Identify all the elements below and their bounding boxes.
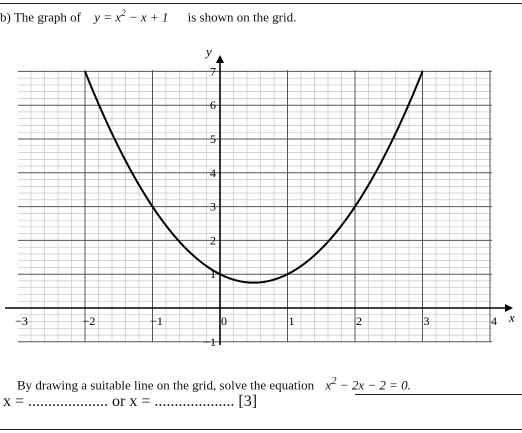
- axes: [5, 55, 513, 345]
- parabola-curve: [84, 71, 424, 284]
- top-rule: [0, 3, 522, 4]
- equation-y-part: y = x: [94, 9, 122, 25]
- y-tick-label: 4: [210, 166, 216, 180]
- instruction-equation-lhs: x: [325, 377, 332, 393]
- answer-line: x = .................... or x = ........…: [3, 393, 258, 410]
- instruction-equation-rest: − 2x − 2 = 0.: [336, 377, 411, 393]
- y-tick-label: 7: [210, 64, 216, 78]
- instruction-sentence: By drawing a suitable line on the grid, …: [17, 377, 315, 393]
- equation-rest-part: − x + 1: [125, 9, 169, 25]
- question-prefix: b): [0, 9, 11, 25]
- equation-exponent: 2: [121, 8, 126, 18]
- question-equation: y = x2 − x + 1: [94, 8, 168, 25]
- y-tick-label: 3: [210, 200, 216, 214]
- x-tick-label: 3: [424, 314, 430, 328]
- bottom-rule: [0, 429, 522, 430]
- instruction-equation-exponent: 2: [331, 375, 337, 387]
- y-tick-label: 1: [210, 267, 216, 281]
- x-tick-label: −2: [83, 314, 96, 328]
- answer-rule: [355, 394, 522, 395]
- y-tick-label: 2: [210, 233, 216, 247]
- y-axis-arrow: [216, 55, 224, 63]
- x-axis-label: x: [508, 310, 515, 325]
- x-tick-label: −3: [15, 314, 28, 328]
- y-tick-label: 5: [210, 132, 216, 146]
- x-axis-arrow: [505, 304, 513, 312]
- question-suffix: is shown on the grid.: [187, 9, 297, 25]
- tick-labels: x y −3 −2 −1 0 1 2 3 4 −1 1 2 3 4 5 6 7: [15, 44, 515, 349]
- minor-grid: [18, 70, 492, 342]
- instruction-text: By drawing a suitable line on the grid, …: [17, 375, 411, 393]
- x-tick-label: −1: [150, 314, 163, 328]
- y-tick-label: 6: [210, 98, 216, 112]
- x-tick-label: 1: [289, 314, 295, 328]
- question-intro: The graph of: [13, 9, 81, 25]
- x-tick-label: 0: [221, 314, 227, 328]
- question-header: b) The graph of y = x2 − x + 1 is shown …: [0, 8, 296, 25]
- x-tick-label: 4: [491, 314, 497, 328]
- x-tick-label: 2: [356, 314, 362, 328]
- y-tick-label: −1: [203, 335, 216, 349]
- instruction-equation: x2 − 2x − 2 = 0.: [325, 375, 411, 393]
- y-axis-label: y: [204, 44, 212, 59]
